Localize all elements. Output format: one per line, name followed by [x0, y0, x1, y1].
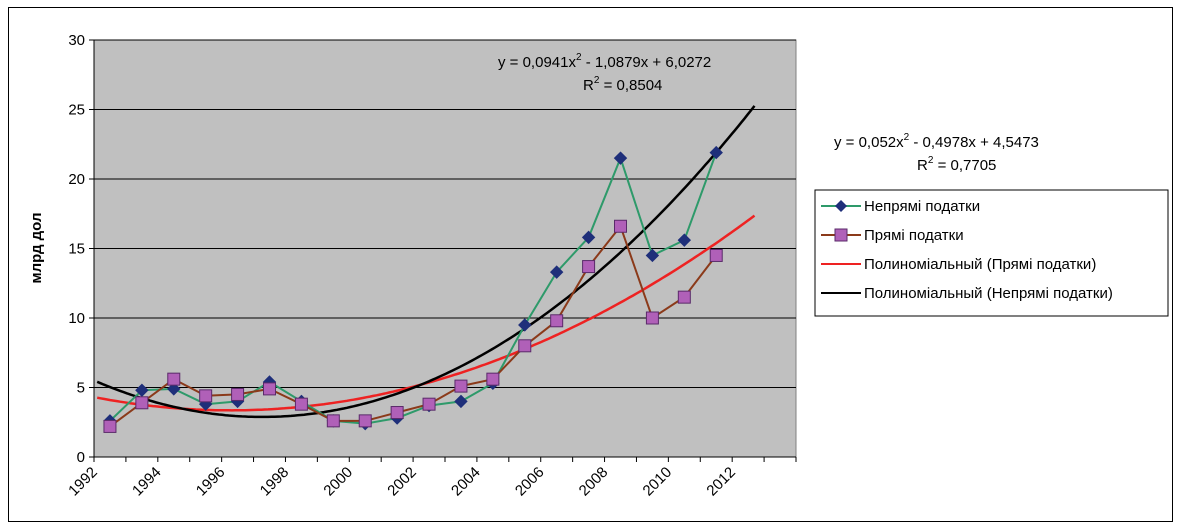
legend-label: Полиноміальный (Непрямі податки): [864, 285, 1113, 302]
y-tick-label: 15: [68, 241, 85, 258]
data-point: [550, 314, 564, 328]
data-point: [645, 248, 660, 263]
data-point: [709, 145, 723, 160]
data-point: [167, 382, 181, 396]
legend-marker: [834, 228, 848, 242]
legend-box: [814, 189, 1169, 317]
y-axis-label: млрд дол: [28, 213, 45, 284]
data-point: [135, 396, 149, 410]
data-point: [199, 389, 213, 403]
data-point: [422, 397, 436, 411]
data-point: [677, 233, 692, 247]
y-tick-label: 10: [68, 310, 85, 327]
chart-frame: [8, 7, 1173, 522]
data-point: [454, 394, 468, 409]
data-point: [358, 414, 372, 428]
trend-equation-direct: y = 0,052x2 - 0,4978x + 4,5473: [834, 132, 1039, 151]
x-tick-label: 2010: [640, 464, 676, 500]
data-point: [390, 406, 404, 420]
x-tick-label: 2012: [703, 464, 739, 500]
trend-equation-indirect: y = 0,0941x2 - 1,0879x + 6,0272: [498, 52, 711, 71]
data-point: [549, 265, 564, 279]
data-point: [167, 372, 181, 386]
trend-r2-indirect: R2 = 0,8504: [583, 75, 662, 94]
x-tick-label: 1996: [193, 464, 229, 500]
data-point: [614, 219, 627, 233]
legend: Непрямі податки Прямі податки Полиноміальн…: [814, 189, 1169, 317]
y-tick-label: 30: [68, 32, 85, 49]
data-point: [231, 387, 245, 401]
x-tick-label: 2008: [576, 464, 612, 500]
x-tick-label: 1998: [257, 464, 293, 500]
data-point: [263, 382, 276, 396]
y-tick-label: 25: [68, 102, 85, 119]
legend-marker: [835, 200, 847, 212]
data-point: [582, 260, 596, 274]
legend-label: Полиноміальный (Прямі податки): [864, 256, 1096, 273]
data-point: [135, 383, 149, 397]
data-point: [677, 290, 691, 304]
data-point: [326, 414, 340, 428]
x-tick-label: 1992: [65, 464, 101, 500]
legend-label: Прямі податки: [864, 227, 964, 244]
data-point: [709, 248, 723, 262]
data-point: [518, 318, 532, 332]
data-point: [518, 339, 532, 353]
data-point: [613, 151, 628, 165]
data-point: [486, 372, 500, 386]
data-point: [103, 419, 117, 433]
x-tick-label: 2000: [320, 464, 356, 500]
y-tick-label: 20: [68, 171, 85, 188]
data-point: [581, 230, 596, 245]
x-tick-label: 2004: [448, 464, 484, 500]
trendline: [96, 105, 756, 419]
x-tick-label: 1994: [129, 464, 165, 500]
y-tick-label: 0: [77, 449, 85, 466]
x-tick-label: 2002: [384, 464, 420, 500]
legend-label: Непрямі податки: [864, 198, 980, 215]
data-point: [294, 397, 308, 411]
data-point: [454, 379, 468, 393]
x-tick-label: 2006: [512, 464, 548, 500]
trend-r2-direct: R2 = 0,7705: [917, 155, 996, 174]
y-tick-label: 5: [77, 380, 85, 397]
data-point: [645, 311, 659, 325]
